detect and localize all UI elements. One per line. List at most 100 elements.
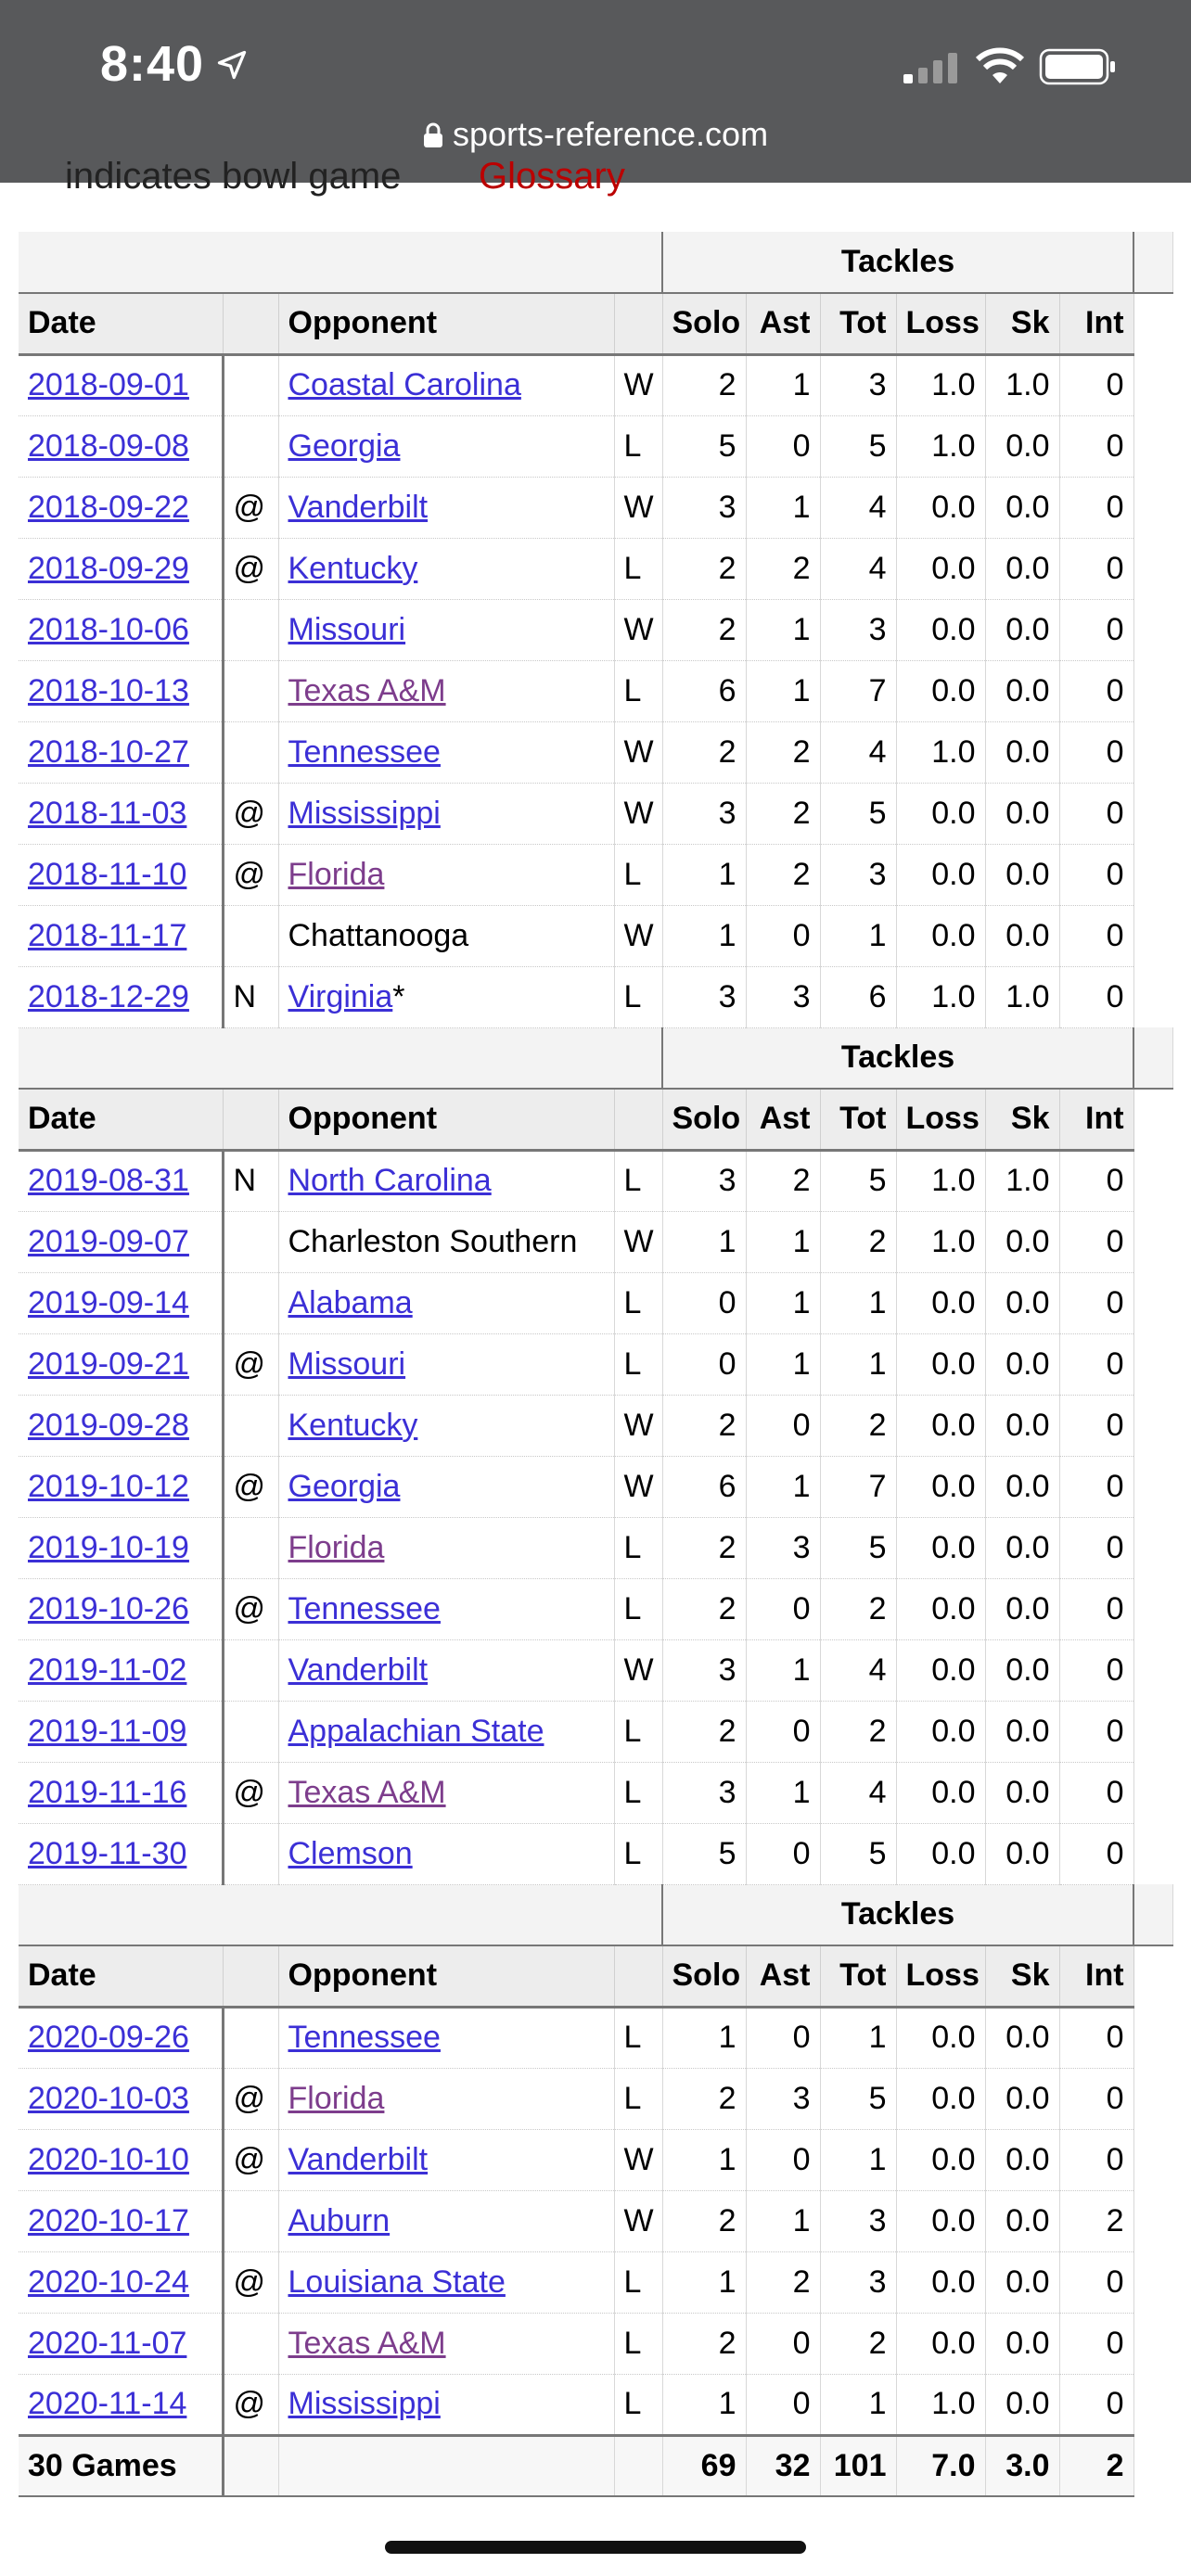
game-date-link[interactable]: 2020-09-26 <box>28 2020 189 2055</box>
opponent-link[interactable]: Florida <box>288 856 385 892</box>
loss-column-header[interactable]: Loss <box>896 293 986 356</box>
game-date-link[interactable]: 2018-10-06 <box>28 611 189 647</box>
opponent-column-header[interactable]: Opponent <box>278 1089 615 1152</box>
game-date-link[interactable]: 2018-09-29 <box>28 550 189 586</box>
result-cell: L <box>614 1150 663 1212</box>
tot-column-header[interactable]: Tot <box>820 1089 897 1152</box>
game-date-link[interactable]: 2018-10-13 <box>28 672 189 708</box>
opponent-link[interactable]: Kentucky <box>288 550 418 586</box>
game-date-link[interactable]: 2020-10-10 <box>28 2141 189 2177</box>
tot-cell: 5 <box>820 1517 897 1579</box>
opponent-link[interactable]: Virginia <box>288 978 393 1014</box>
loss-column-header[interactable]: Loss <box>896 1089 986 1152</box>
solo-column-header[interactable]: Solo <box>662 293 747 356</box>
game-date-link[interactable]: 2018-10-27 <box>28 733 189 770</box>
date-column-header[interactable]: Date <box>19 1945 224 2009</box>
opponent-link[interactable]: Missouri <box>288 611 406 647</box>
sk-column-header[interactable]: Sk <box>985 293 1060 356</box>
opponent-link[interactable]: North Carolina <box>288 1163 492 1198</box>
opponent-link[interactable]: Texas A&M <box>288 672 446 708</box>
opponent-link[interactable]: Texas A&M <box>288 1774 446 1810</box>
game-date-link[interactable]: 2019-11-16 <box>28 1774 187 1810</box>
opponent-link[interactable]: Kentucky <box>288 1407 418 1443</box>
opponent-link[interactable]: Louisiana State <box>288 2264 506 2300</box>
sk-column-header[interactable]: Sk <box>985 1945 1060 2009</box>
game-date-link[interactable]: 2018-09-01 <box>28 367 189 402</box>
opponent-link[interactable]: Appalachian State <box>288 1713 544 1749</box>
opponent-link[interactable]: Florida <box>288 2080 385 2116</box>
opponent-link[interactable]: Vanderbilt <box>288 1651 429 1688</box>
tot-column-header[interactable]: Tot <box>820 1945 897 2009</box>
opponent-link[interactable]: Vanderbilt <box>288 489 429 525</box>
ast-column-header[interactable]: Ast <box>746 1945 821 2009</box>
game-date-link[interactable]: 2019-10-12 <box>28 1468 189 1504</box>
game-date-link[interactable]: 2018-09-22 <box>28 489 189 525</box>
ast-column-header[interactable]: Ast <box>746 293 821 356</box>
over-header-row: Tackles <box>19 1027 1173 1090</box>
opponent-link[interactable]: Tennessee <box>288 733 441 770</box>
opponent-link[interactable]: Texas A&M <box>288 2325 446 2361</box>
home-indicator[interactable] <box>385 2541 806 2554</box>
int-column-header[interactable]: Int <box>1059 293 1134 356</box>
ast-column-header[interactable]: Ast <box>746 1089 821 1152</box>
sk-cell: 0.0 <box>985 2129 1060 2191</box>
game-date-link[interactable]: 2018-09-08 <box>28 427 189 464</box>
game-date-link[interactable]: 2020-10-17 <box>28 2202 189 2238</box>
int-column-header[interactable]: Int <box>1059 1945 1134 2009</box>
tot-column-header[interactable]: Tot <box>820 293 897 356</box>
game-date-link[interactable]: 2020-11-14 <box>28 2386 187 2421</box>
date-column-header[interactable]: Date <box>19 1089 224 1152</box>
opponent-link[interactable]: Missouri <box>288 1345 406 1382</box>
opponent-link[interactable]: Alabama <box>288 1284 413 1320</box>
opponent-link[interactable]: Clemson <box>288 1835 413 1871</box>
opponent-link[interactable]: Georgia <box>288 1468 401 1504</box>
opponent-link[interactable]: Georgia <box>288 427 401 464</box>
solo-cell: 2 <box>662 1517 747 1579</box>
game-date-link[interactable]: 2018-12-29 <box>28 978 189 1014</box>
loss-column-header[interactable]: Loss <box>896 1945 986 2009</box>
sk-column-header[interactable]: Sk <box>985 1089 1060 1152</box>
solo-column-header[interactable]: Solo <box>662 1945 747 2009</box>
opponent-column-header[interactable]: Opponent <box>278 1945 615 2009</box>
opponent-cell: Virginia* <box>278 966 615 1028</box>
date-cell: 2019-11-30 <box>19 1823 224 1885</box>
result-cell: L <box>614 2313 663 2375</box>
game-date-link[interactable]: 2019-08-31 <box>28 1163 189 1198</box>
game-date-link[interactable]: 2019-09-07 <box>28 1223 189 1259</box>
glossary-link[interactable]: Glossary <box>479 156 625 197</box>
game-date-link[interactable]: 2019-11-02 <box>28 1651 187 1688</box>
game-date-link[interactable]: 2018-11-17 <box>28 917 187 953</box>
game-date-link[interactable]: 2019-09-21 <box>28 1345 189 1382</box>
opponent-link[interactable]: Coastal Carolina <box>288 367 521 402</box>
opponent-link[interactable]: Mississippi <box>288 2386 441 2421</box>
game-date-link[interactable]: 2020-11-07 <box>28 2325 187 2361</box>
game-date-link[interactable]: 2019-10-19 <box>28 1529 189 1565</box>
opponent-link[interactable]: Vanderbilt <box>288 2141 429 2177</box>
game-date-link[interactable]: 2019-11-30 <box>28 1835 187 1871</box>
opponent-column-header[interactable]: Opponent <box>278 293 615 356</box>
solo-column-header[interactable]: Solo <box>662 1089 747 1152</box>
int-column-header[interactable]: Int <box>1059 1089 1134 1152</box>
date-column-header[interactable]: Date <box>19 293 224 356</box>
loss-cell: 0.0 <box>896 660 986 722</box>
opponent-link[interactable]: Florida <box>288 1529 385 1565</box>
ast-cell: 2 <box>746 538 821 600</box>
game-date-link[interactable]: 2018-11-03 <box>28 795 187 831</box>
game-date-link[interactable]: 2020-10-03 <box>28 2080 189 2116</box>
opponent-link[interactable]: Mississippi <box>288 795 441 831</box>
game-date-link[interactable]: 2018-11-10 <box>28 856 187 892</box>
game-date-link[interactable]: 2019-09-28 <box>28 1407 189 1443</box>
opponent-link[interactable]: Auburn <box>288 2202 391 2238</box>
game-date-link[interactable]: 2019-11-09 <box>28 1713 187 1749</box>
result-column-header <box>614 293 663 356</box>
opponent-link[interactable]: Tennessee <box>288 1590 441 1626</box>
address-bar[interactable]: sports-reference.com <box>0 115 1191 154</box>
opponent-link[interactable]: Tennessee <box>288 2020 441 2055</box>
total-sk: 3.0 <box>985 2433 1060 2497</box>
tot-cell: 7 <box>820 660 897 722</box>
game-date-link[interactable]: 2019-10-26 <box>28 1590 189 1626</box>
game-date-link[interactable]: 2019-09-14 <box>28 1284 189 1320</box>
opponent-cell: Mississippi <box>278 783 615 845</box>
game-date-link[interactable]: 2020-10-24 <box>28 2264 189 2300</box>
opponent-cell: Mississippi <box>278 2374 615 2436</box>
